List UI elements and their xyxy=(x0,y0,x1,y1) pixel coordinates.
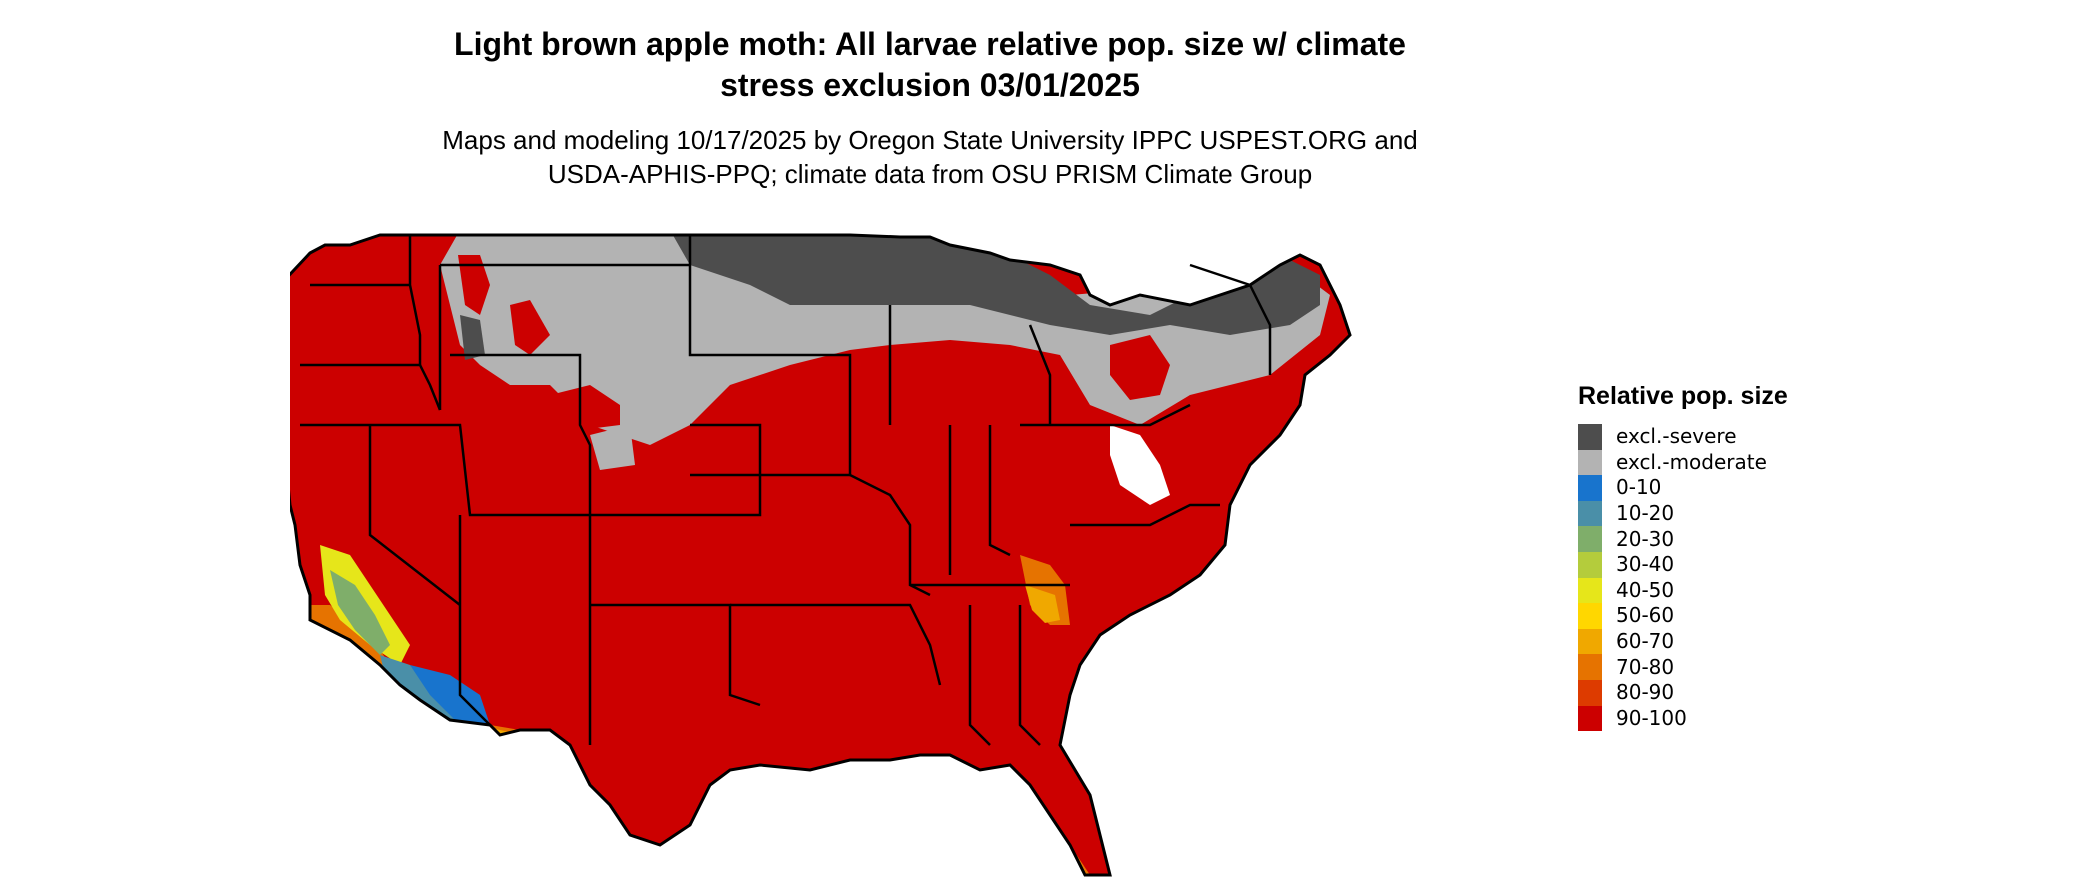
legend-item: 30-40 xyxy=(1578,551,1998,578)
legend-swatch xyxy=(1578,603,1602,629)
legend-label: 0-10 xyxy=(1616,475,1662,500)
legend-item: 70-80 xyxy=(1578,654,1998,680)
state-line-oh-pa xyxy=(988,425,1011,557)
legend-item: 0-10 xyxy=(1578,475,1998,501)
state-line-az-nm xyxy=(458,515,491,726)
legend-label: 10-20 xyxy=(1616,501,1675,526)
legend-label: 50-60 xyxy=(1616,603,1675,628)
legend-label: 70-80 xyxy=(1616,654,1675,679)
map-title-line-1: Light brown apple moth: All larvae relat… xyxy=(454,26,1406,62)
legend-label: 40-50 xyxy=(1616,577,1675,602)
legend-item: 90-100 xyxy=(1578,705,1998,732)
red-enclave-5 xyxy=(1110,335,1170,400)
legend-swatch xyxy=(1578,424,1602,450)
moderate-exclusion-region xyxy=(440,235,1330,445)
state-line-al-ga xyxy=(1018,605,1041,746)
legend: Relative pop. size excl.-severe excl.-mod… xyxy=(1578,380,1998,732)
legend-item: 80-90 xyxy=(1578,679,1998,706)
west-coast-red xyxy=(290,325,320,465)
map-subtitle-line-2: USDA-APHIS-PPQ; climate data from OSU PR… xyxy=(547,159,1313,189)
state-line-id-west xyxy=(408,235,422,365)
state-line-mi xyxy=(1028,324,1052,425)
map-title-line-2: stress exclusion 03/01/2025 xyxy=(720,67,1140,103)
state-line-tx-ok xyxy=(590,603,761,707)
legend-label: excl.-severe xyxy=(1616,424,1737,449)
legend-label: 60-70 xyxy=(1616,629,1675,654)
state-line-wy-ut xyxy=(450,353,592,515)
legend-item: 50-60 xyxy=(1578,603,1998,629)
state-line-ms-al xyxy=(968,605,991,746)
state-line-nv-ut xyxy=(300,423,590,517)
legend-swatch xyxy=(1578,628,1602,655)
legend-swatch xyxy=(1578,679,1602,706)
arizona-blue-zone xyxy=(410,665,490,725)
state-line-mo-east xyxy=(848,425,931,597)
legend-label: 20-30 xyxy=(1616,526,1675,551)
legend-swatch xyxy=(1578,449,1602,476)
severe-exclusion-region xyxy=(670,235,1320,335)
severe-patch-1 xyxy=(460,315,485,360)
state-boundaries xyxy=(300,235,1272,746)
legend-item: excl.-moderate xyxy=(1578,449,1998,476)
red-enclave-1 xyxy=(458,255,490,315)
moderate-patch-1 xyxy=(590,425,635,470)
legend-title: Relative pop. size xyxy=(1578,382,1788,410)
legend-label: 30-40 xyxy=(1616,552,1675,577)
legend-label: 90-100 xyxy=(1616,705,1687,730)
state-line-nv-ca xyxy=(368,425,461,606)
legend-item: excl.-severe xyxy=(1578,424,1998,450)
california-green-zone xyxy=(330,570,390,655)
state-line-co-ks xyxy=(590,423,762,517)
legend-swatch xyxy=(1578,654,1602,680)
legend-swatch xyxy=(1578,500,1602,527)
legend-items: excl.-severe excl.-moderate 0-10 10-20 20-30… xyxy=(1578,424,1998,732)
great-lake-fill xyxy=(1110,425,1170,505)
state-line-or-ca xyxy=(300,363,442,411)
legend-item: 40-50 xyxy=(1578,577,1998,604)
red-enclave-3 xyxy=(550,385,620,430)
florida-amber-band xyxy=(1025,585,1060,623)
map-subtitle: Maps and modeling 10/17/2025 by Oregon S… xyxy=(330,123,1530,191)
legend-label: 80-90 xyxy=(1616,680,1675,705)
legend-item: 60-70 xyxy=(1578,628,1998,655)
legend-item: 20-30 xyxy=(1578,526,1998,552)
legend-swatch xyxy=(1578,475,1602,501)
legend-item: 10-20 xyxy=(1578,500,1998,527)
legend-swatch xyxy=(1578,705,1602,732)
us-map xyxy=(290,233,1352,877)
state-line-pa-ny xyxy=(1020,403,1191,427)
state-line-mt-dakotas xyxy=(688,235,852,425)
map-title: Light brown apple moth: All larvae relat… xyxy=(330,24,1530,106)
red-enclave-4 xyxy=(850,390,940,425)
legend-swatch xyxy=(1578,577,1602,604)
legend-swatch xyxy=(1578,551,1602,578)
state-line-va-nc xyxy=(1070,503,1220,527)
map-subtitle-line-1: Maps and modeling 10/17/2025 by Oregon S… xyxy=(442,125,1418,155)
red-enclave-2 xyxy=(510,300,550,355)
legend-swatch xyxy=(1578,526,1602,552)
socal-teal-zone xyxy=(380,655,460,725)
legend-label: excl.-moderate xyxy=(1616,449,1767,474)
state-line-new-england xyxy=(1189,263,1272,375)
state-line-ar-la xyxy=(730,603,942,686)
